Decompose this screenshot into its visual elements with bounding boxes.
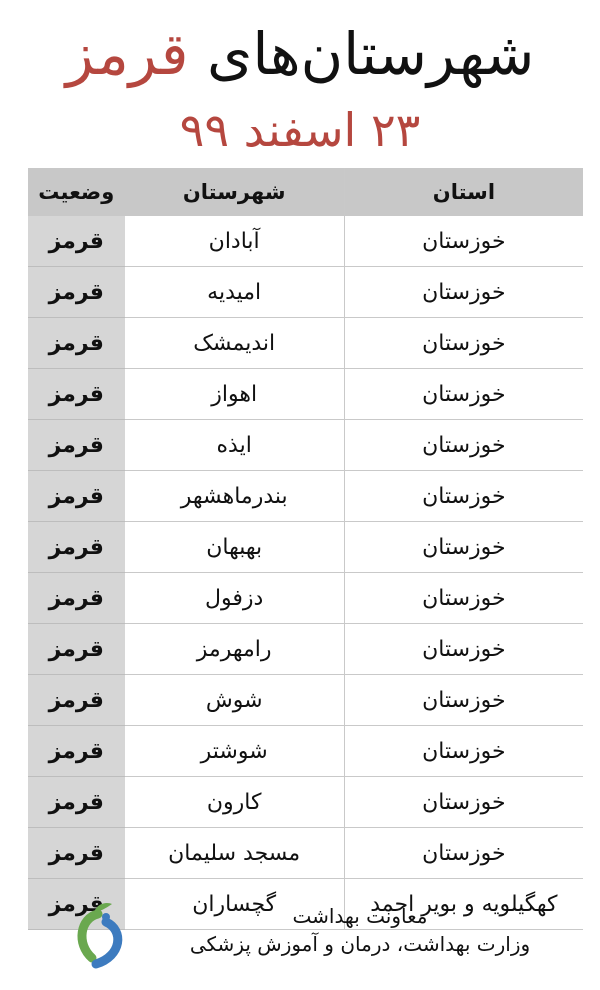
title-highlight: قرمز [65,20,189,88]
cell-city: شوشتر [124,725,345,777]
cell-province: خوزستان [343,572,583,624]
table-header-row: استان شهرستان وضعیت [28,168,583,216]
cell-province: خوزستان [343,266,583,318]
table-row: خوزستان بهبهان قرمز [28,521,583,573]
cell-province: خوزستان [343,470,583,522]
cell-city: گچساران [124,878,345,930]
cell-city: رامهرمز [124,623,345,675]
header-province: استان [343,168,583,216]
cell-province: خوزستان [343,521,583,573]
cell-province: خوزستان [343,317,583,369]
table-row: خوزستان اهواز قرمز [28,368,583,420]
cell-status: قرمز [28,725,125,777]
table-row: خوزستان امیدیه قرمز [28,266,583,318]
cell-province: خوزستان [343,674,583,726]
cell-status: قرمز [28,521,125,573]
table-row: خوزستان اندیمشک قرمز [28,317,583,369]
page-title: شهرستان‌های قرمز [0,14,600,94]
cell-city: مسجد سلیمان [124,827,345,879]
ministry-of-health-logo-icon [77,902,123,969]
table-row: خوزستان شوش قرمز [28,674,583,726]
cell-city: ایذه [124,419,345,471]
cell-city: بندرماهشهر [124,470,345,522]
cell-city: بهبهان [124,521,345,573]
cell-city: کارون [124,776,345,828]
cell-city: شوش [124,674,345,726]
cell-province: خوزستان [343,623,583,675]
cell-status: قرمز [28,419,125,471]
cell-province: کهگیلویه و بویر احمد [343,878,583,930]
table-row: خوزستان کارون قرمز [28,776,583,828]
red-cities-table: استان شهرستان وضعیت خوزستان آبادان قرمز خوز… [28,168,583,930]
table-row: خوزستان شوشتر قرمز [28,725,583,777]
header-city: شهرستان [124,168,345,216]
cell-province: خوزستان [343,216,583,267]
cell-city: آبادان [124,216,345,267]
cell-status: قرمز [28,368,125,420]
cell-status: قرمز [28,317,125,369]
cell-city: اهواز [124,368,345,420]
cell-status: قرمز [28,623,125,675]
cell-province: خوزستان [343,419,583,471]
cell-status: قرمز [28,470,125,522]
cell-city: امیدیه [124,266,345,318]
cell-province: خوزستان [343,725,583,777]
table-row: خوزستان بندرماهشهر قرمز [28,470,583,522]
cell-city: دزفول [124,572,345,624]
cell-province: خوزستان [343,368,583,420]
cell-status: قرمز [28,216,125,267]
cell-status: قرمز [28,776,125,828]
cell-province: خوزستان [343,776,583,828]
footer-line1: معاونت بهداشت [292,904,428,928]
cell-status: قرمز [28,827,125,879]
table-row: خوزستان آبادان قرمز [28,216,583,267]
table-row: خوزستان ایذه قرمز [28,419,583,471]
table-row: کهگیلویه و بویر احمد گچساران قرمز [28,878,583,930]
cell-city: اندیمشک [124,317,345,369]
table-row: خوزستان مسجد سلیمان قرمز [28,827,583,879]
table-row: خوزستان رامهرمز قرمز [28,623,583,675]
date-subtitle: ۲۳ اسفند ۹۹ [179,103,421,157]
table-row: خوزستان دزفول قرمز [28,572,583,624]
title-main: شهرستان‌های [206,20,535,88]
cell-province: خوزستان [343,827,583,879]
cell-status: قرمز [28,674,125,726]
footer: معاونت بهداشت وزارت بهداشت، درمان و آموز… [150,902,570,958]
header-status: وضعیت [28,168,125,216]
cell-status: قرمز [28,266,125,318]
footer-line2: وزارت بهداشت، درمان و آموزش پزشکی [189,932,531,956]
cell-status: قرمز [28,572,125,624]
